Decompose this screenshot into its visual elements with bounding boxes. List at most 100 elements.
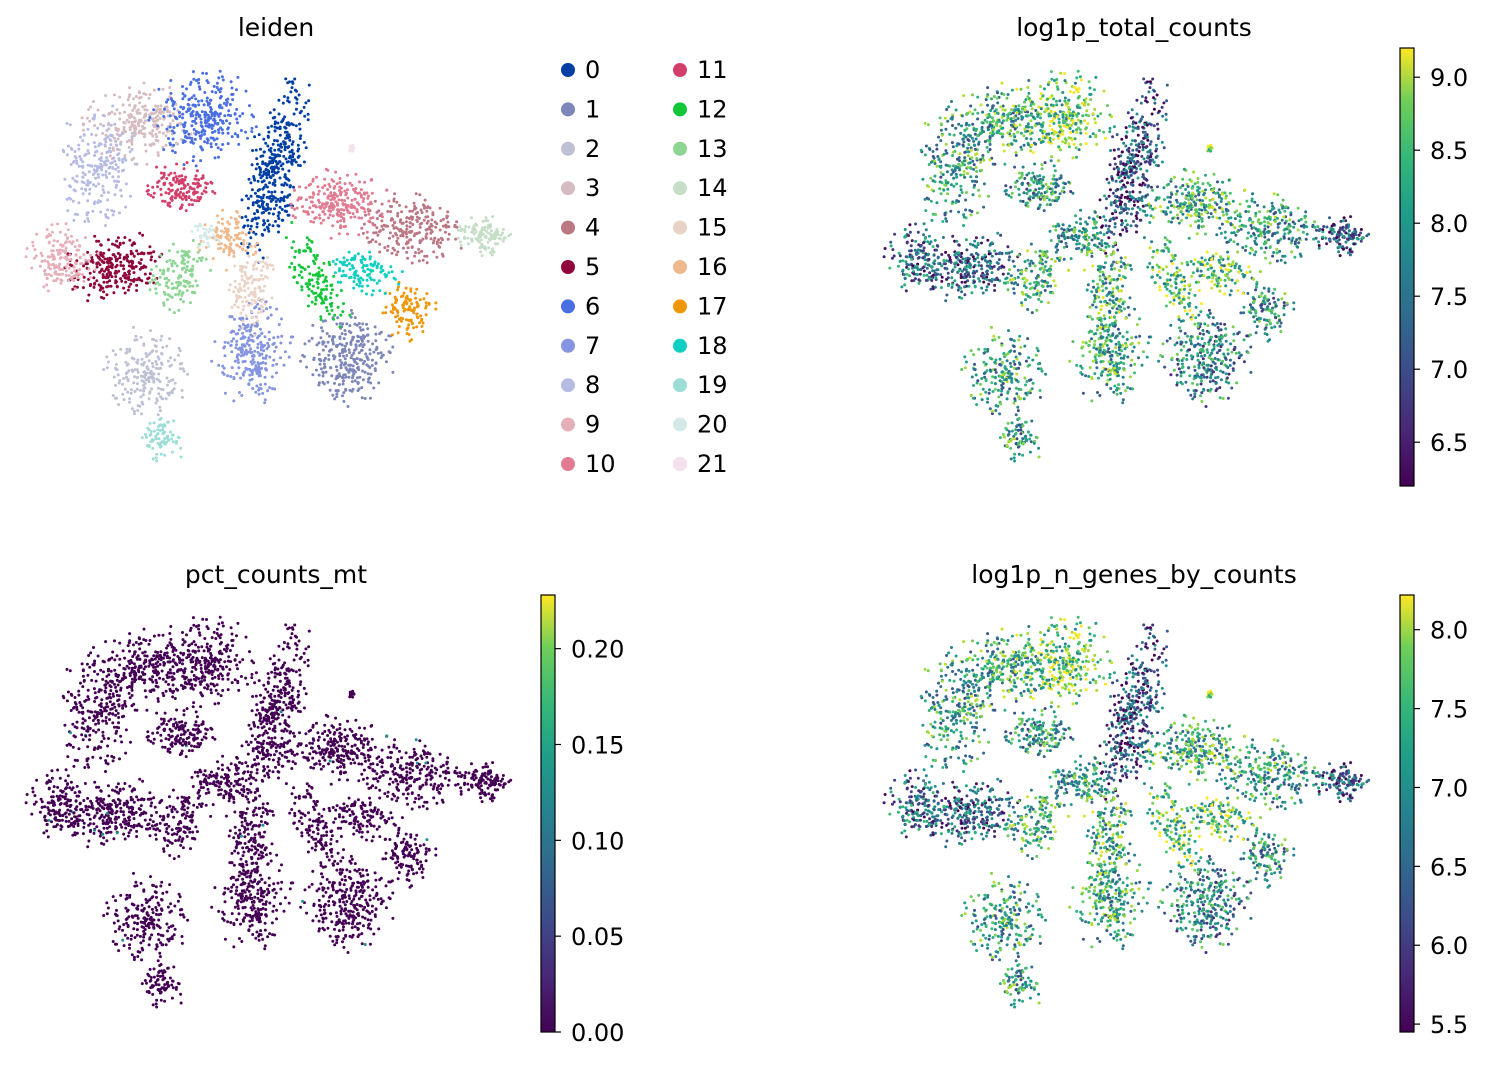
data-point xyxy=(166,359,170,363)
data-point xyxy=(345,354,349,357)
data-point xyxy=(338,325,342,329)
data-point xyxy=(412,311,416,315)
data-point xyxy=(1119,174,1123,178)
data-point xyxy=(285,122,289,126)
data-point xyxy=(446,237,450,241)
data-point xyxy=(239,376,242,380)
data-point xyxy=(177,292,181,295)
data-point xyxy=(336,389,340,393)
data-point xyxy=(340,198,344,202)
data-point xyxy=(122,398,126,402)
data-point xyxy=(1206,324,1210,328)
legend-item: 3 xyxy=(561,174,600,202)
data-point xyxy=(279,150,283,153)
data-point xyxy=(135,249,139,253)
data-point xyxy=(1157,109,1161,113)
data-point xyxy=(418,241,422,245)
data-point xyxy=(1015,378,1019,382)
data-point xyxy=(1135,112,1139,116)
data-point xyxy=(246,206,250,210)
data-point xyxy=(331,214,335,218)
data-point xyxy=(396,331,400,335)
data-point xyxy=(320,288,324,292)
data-point xyxy=(232,254,236,258)
legend-item: 0 xyxy=(561,56,600,84)
data-point xyxy=(214,142,218,146)
data-point xyxy=(289,202,293,206)
data-point xyxy=(1017,395,1021,399)
data-point xyxy=(64,241,67,245)
data-point xyxy=(155,397,159,401)
data-point xyxy=(170,129,174,133)
data-point xyxy=(984,390,988,394)
data-point xyxy=(152,421,156,425)
data-point xyxy=(378,289,382,293)
data-point xyxy=(239,129,243,132)
data-point xyxy=(437,238,441,242)
data-point xyxy=(233,279,237,283)
data-point xyxy=(1131,190,1135,194)
data-point xyxy=(264,163,268,166)
data-point xyxy=(109,133,113,137)
data-point xyxy=(197,244,201,248)
data-point xyxy=(327,353,331,357)
data-point xyxy=(1007,369,1011,373)
data-point xyxy=(1190,357,1194,361)
data-point xyxy=(1188,374,1192,378)
data-point xyxy=(396,214,400,218)
data-point xyxy=(166,298,169,302)
data-point xyxy=(412,308,416,312)
data-point xyxy=(371,342,375,346)
data-point xyxy=(109,284,113,288)
data-point xyxy=(361,362,365,366)
data-point xyxy=(31,240,35,244)
data-point xyxy=(446,210,450,214)
data-point xyxy=(129,282,133,286)
data-point xyxy=(1113,194,1117,198)
data-point xyxy=(997,395,1001,399)
data-point xyxy=(342,337,346,341)
data-point xyxy=(124,182,128,186)
data-point xyxy=(1136,125,1140,129)
data-point xyxy=(130,158,134,162)
data-point xyxy=(393,277,397,281)
data-point xyxy=(1193,395,1197,399)
data-point xyxy=(987,391,991,395)
data-point xyxy=(43,259,47,263)
data-point xyxy=(143,370,146,374)
data-point xyxy=(430,218,434,222)
data-point xyxy=(1144,204,1147,208)
data-point xyxy=(40,259,44,263)
data-point xyxy=(261,391,265,395)
data-point xyxy=(174,441,178,445)
data-point xyxy=(1156,127,1160,131)
data-point xyxy=(261,160,265,164)
data-point xyxy=(317,357,321,361)
data-point xyxy=(244,233,248,236)
data-point xyxy=(170,450,174,454)
data-point xyxy=(171,433,175,437)
data-point xyxy=(230,315,234,319)
data-point xyxy=(113,179,116,183)
data-point xyxy=(151,457,155,461)
data-point xyxy=(328,185,332,188)
data-point xyxy=(278,205,282,209)
data-point xyxy=(490,248,494,252)
data-point xyxy=(388,231,392,235)
data-point xyxy=(1163,365,1167,369)
data-point xyxy=(324,275,328,279)
data-point xyxy=(229,243,233,247)
data-point xyxy=(297,93,301,97)
data-point xyxy=(194,174,198,178)
data-point xyxy=(250,310,254,313)
data-point xyxy=(322,340,326,344)
data-point xyxy=(100,164,104,168)
data-point xyxy=(357,203,361,206)
data-point xyxy=(169,79,173,82)
data-point xyxy=(249,347,253,351)
data-point xyxy=(139,118,143,122)
data-point xyxy=(194,97,198,101)
data-point xyxy=(337,232,341,236)
data-point xyxy=(129,252,133,256)
data-point xyxy=(291,140,295,144)
